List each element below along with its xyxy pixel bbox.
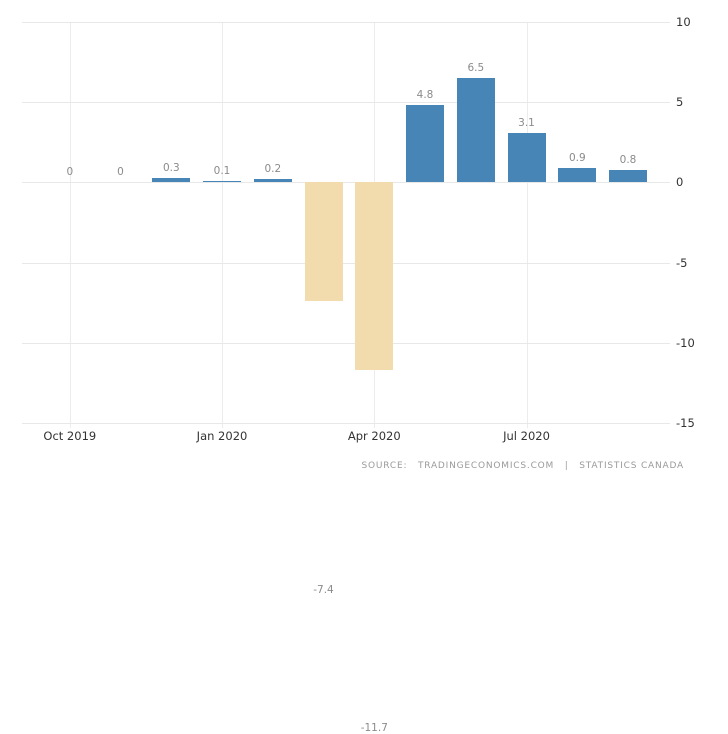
gridline-horizontal bbox=[22, 22, 670, 23]
gridline-horizontal bbox=[22, 262, 670, 264]
bar-aug-2020[interactable] bbox=[558, 168, 597, 183]
gridline-horizontal bbox=[22, 423, 670, 424]
source-separator: | bbox=[564, 461, 569, 471]
bar-dec-2019[interactable] bbox=[152, 177, 191, 183]
source-site-label: TRADINGECONOMICS.COM bbox=[417, 461, 555, 471]
y-tick-label: 10 bbox=[676, 15, 691, 29]
bar-may-2020[interactable] bbox=[406, 105, 444, 183]
bar-value-label: 3.1 bbox=[518, 116, 535, 129]
bar-feb-2020[interactable] bbox=[253, 179, 292, 183]
bar-jun-2020[interactable] bbox=[456, 78, 495, 183]
gridline-horizontal bbox=[22, 182, 670, 184]
bar-apr-2020[interactable] bbox=[355, 182, 394, 371]
plot-area: 0 0 0.3 0.1 0.2 -7.4 -11.7 4.8 6.5 3.1 0.9 0.8 bbox=[22, 22, 670, 734]
y-tick-label: 5 bbox=[676, 95, 684, 110]
gridline-vertical bbox=[69, 22, 71, 428]
x-tick-label: Apr 2020 bbox=[347, 429, 401, 443]
gridline-vertical bbox=[222, 22, 223, 428]
gridline-vertical bbox=[526, 22, 528, 428]
bar-jul-2020[interactable] bbox=[507, 132, 546, 183]
x-tick-label: Oct 2019 bbox=[43, 429, 97, 443]
y-tick-label: 0 bbox=[676, 175, 684, 190]
y-tick-label: -5 bbox=[676, 255, 688, 270]
bar-value-label: 0.1 bbox=[213, 164, 231, 177]
bar-value-label: 0 bbox=[117, 166, 124, 179]
bar-value-label: 6.5 bbox=[467, 62, 485, 75]
source-provider-label: STATISTICS CANADA bbox=[579, 461, 684, 471]
bar-value-label: 4.8 bbox=[416, 89, 434, 102]
bar-value-label: -7.4 bbox=[313, 584, 334, 597]
source-prefix-label: SOURCE: bbox=[361, 461, 408, 471]
gridline-horizontal bbox=[22, 102, 670, 104]
bar-sep-2020[interactable] bbox=[609, 169, 647, 183]
bar-value-label: 0.9 bbox=[568, 152, 586, 164]
bar-value-label: 0.2 bbox=[264, 163, 282, 176]
gridline-horizontal bbox=[22, 342, 670, 344]
source-attribution: SOURCE: TRADINGECONOMICS.COM | STATISTIC… bbox=[362, 461, 684, 471]
bar-jan-2020[interactable] bbox=[203, 180, 241, 183]
x-tick-label: Jan 2020 bbox=[196, 429, 248, 443]
bar-value-label: -11.7 bbox=[360, 722, 388, 734]
bar-mar-2020[interactable] bbox=[304, 182, 343, 302]
y-tick-label: -10 bbox=[676, 335, 695, 350]
y-tick-label: -15 bbox=[676, 416, 695, 430]
bar-value-label: 0 bbox=[66, 166, 74, 179]
bar-value-label: 0.3 bbox=[162, 161, 180, 174]
bar-value-label: 0.8 bbox=[619, 153, 637, 166]
gdp-growth-bar-chart: 0 0 0.3 0.1 0.2 -7.4 -11.7 4.8 6.5 3.1 0.9 0.8 10 5 0… bbox=[22, 15, 695, 734]
x-tick-label: Jul 2020 bbox=[503, 429, 550, 443]
